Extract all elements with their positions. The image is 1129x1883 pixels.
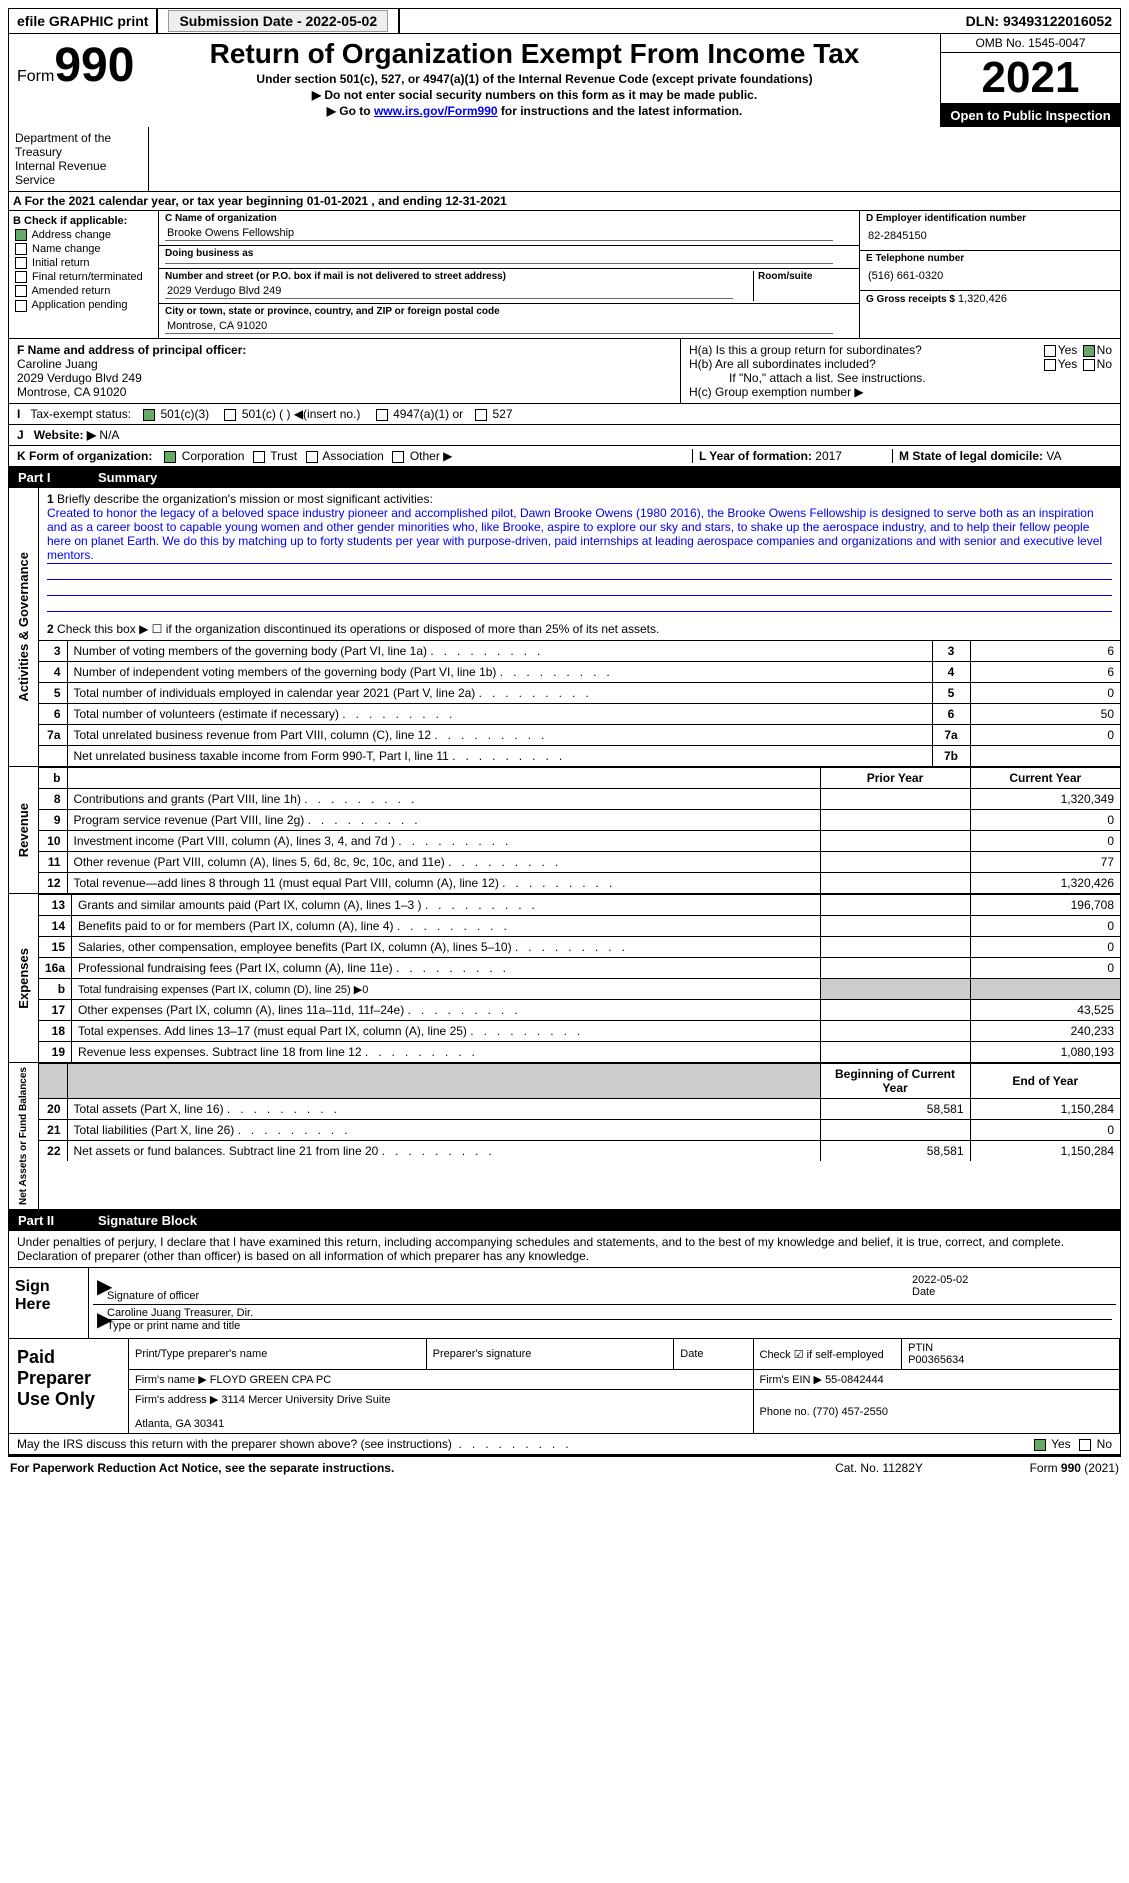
mission-area: 1 Briefly describe the organization's mi… (39, 488, 1120, 618)
mission-text: Created to honor the legacy of a beloved… (47, 506, 1112, 564)
group-return: H(a) Is this a group return for subordin… (680, 339, 1120, 403)
col-b-header: B Check if applicable: (13, 215, 154, 227)
527-checkbox[interactable] (475, 409, 487, 421)
street-address: 2029 Verdugo Blvd 249 (165, 284, 733, 299)
netassets-side: Net Assets or Fund Balances (9, 1063, 39, 1209)
principal-row: F Name and address of principal officer:… (8, 339, 1121, 404)
blank-line (47, 598, 1112, 612)
form-container: efile GRAPHIC print Submission Date - 20… (0, 0, 1129, 1487)
colb-item[interactable]: Final return/terminated (13, 271, 154, 283)
header-title-block: Return of Organization Exempt From Incom… (129, 34, 940, 124)
assoc-checkbox[interactable] (306, 451, 318, 463)
discuss-yes[interactable] (1034, 1439, 1046, 1451)
section-bcd: B Check if applicable: Address change Na… (8, 211, 1121, 339)
dba-value (165, 261, 833, 264)
row-a: A For the 2021 calendar year, or tax yea… (8, 192, 1121, 211)
paid-preparer: Paid Preparer Use Only Print/Type prepar… (8, 1339, 1121, 1434)
efile-label: efile GRAPHIC print (9, 9, 158, 33)
revenue-table: bPrior YearCurrent Year8Contributions an… (39, 767, 1120, 893)
netassets-section: Net Assets or Fund Balances Beginning of… (8, 1063, 1121, 1210)
org-name-cell: C Name of organization Brooke Owens Fell… (159, 211, 859, 246)
expenses-side: Expenses (9, 894, 39, 1062)
form-title: Return of Organization Exempt From Incom… (133, 38, 936, 70)
governance-side: Activities & Governance (9, 488, 39, 766)
subtitle-2: ▶ Do not enter social security numbers o… (133, 88, 936, 102)
submission-date: Submission Date - 2022-05-02 (158, 9, 400, 33)
dept-label: Department of the Treasury Internal Reve… (9, 127, 149, 191)
room-label: Room/suite (758, 271, 853, 282)
governance-table: 3Number of voting members of the governi… (39, 640, 1120, 766)
501c3-checkbox[interactable] (143, 409, 155, 421)
omb-number: OMB No. 1545-0047 (941, 34, 1120, 53)
irs-link[interactable]: www.irs.gov/Form990 (374, 104, 498, 118)
blank-line (47, 582, 1112, 596)
hb-no[interactable] (1083, 359, 1095, 371)
ha-yes[interactable] (1044, 345, 1056, 357)
klm-row: K Form of organization: Corporation Trus… (8, 446, 1121, 467)
address-cell: Number and street (or P.O. box if mail i… (159, 269, 859, 304)
col-c: C Name of organization Brooke Owens Fell… (159, 211, 860, 338)
form-header: Form990 Return of Organization Exempt Fr… (8, 34, 1121, 127)
col-b: B Check if applicable: Address change Na… (9, 211, 159, 338)
org-name: Brooke Owens Fellowship (165, 226, 833, 241)
colb-item[interactable]: Name change (13, 243, 154, 255)
expenses-table: 13Grants and similar amounts paid (Part … (39, 894, 1120, 1062)
topbar: efile GRAPHIC print Submission Date - 20… (8, 8, 1121, 34)
dba-cell: Doing business as (159, 246, 859, 269)
city-value: Montrose, CA 91020 (165, 319, 833, 334)
tax-status-row: I Tax-exempt status: 501(c)(3) 501(c) ( … (8, 404, 1121, 425)
expenses-section: Expenses 13Grants and similar amounts pa… (8, 894, 1121, 1063)
line2-text: Check this box ▶ ☐ if the organization d… (57, 622, 659, 636)
governance-section: Activities & Governance 1 Briefly descri… (8, 488, 1121, 767)
colb-item[interactable]: Application pending (13, 299, 154, 311)
discuss-no[interactable] (1079, 1439, 1091, 1451)
col-d: D Employer identification number 82-2845… (860, 211, 1120, 338)
blank-line (47, 566, 1112, 580)
501c-checkbox[interactable] (224, 409, 236, 421)
city-cell: City or town, state or province, country… (159, 304, 859, 338)
colb-item[interactable]: Address change (13, 229, 154, 241)
ein-cell: D Employer identification number 82-2845… (860, 211, 1120, 251)
tax-year: 2021 (941, 53, 1120, 104)
perjury-text: Under penalties of perjury, I declare th… (8, 1231, 1121, 1268)
gross-cell: G Gross receipts $ 1,320,426 (860, 291, 1120, 307)
sign-here: Sign Here ▶ Signature of officer 2022-05… (8, 1268, 1121, 1339)
trust-checkbox[interactable] (253, 451, 265, 463)
phone-cell: E Telephone number (516) 661-0320 (860, 251, 1120, 291)
inspection-label: Open to Public Inspection (941, 104, 1120, 127)
revenue-section: Revenue bPrior YearCurrent Year8Contribu… (8, 767, 1121, 894)
netassets-table: Beginning of Current YearEnd of Year20To… (39, 1063, 1120, 1161)
corp-checkbox[interactable] (164, 451, 176, 463)
subtitle-3: ▶ Go to www.irs.gov/Form990 for instruct… (133, 104, 936, 118)
gross-value: 1,320,426 (958, 293, 1007, 305)
part1-header: Part ISummary (8, 467, 1121, 488)
discuss-row: May the IRS discuss this return with the… (8, 1434, 1121, 1455)
arrow-icon: ▶ (97, 1307, 107, 1332)
dept-row: Department of the Treasury Internal Reve… (8, 127, 1121, 192)
ein-value: 82-2845150 (866, 224, 1114, 248)
phone-value: (516) 661-0320 (866, 264, 1114, 288)
arrow-icon: ▶ (97, 1274, 107, 1302)
4947-checkbox[interactable] (376, 409, 388, 421)
header-right: OMB No. 1545-0047 2021 Open to Public In… (940, 34, 1120, 127)
dln: DLN: 93493122016052 (958, 9, 1120, 33)
preparer-table: Print/Type preparer's name Preparer's si… (129, 1339, 1120, 1433)
revenue-side: Revenue (9, 767, 39, 893)
form-number: Form990 (9, 34, 129, 97)
website-row: J Website: ▶ N/A (8, 425, 1121, 446)
other-checkbox[interactable] (392, 451, 404, 463)
ha-no[interactable] (1083, 345, 1095, 357)
page-footer: For Paperwork Reduction Act Notice, see … (8, 1455, 1121, 1479)
colb-item[interactable]: Amended return (13, 285, 154, 297)
subtitle-1: Under section 501(c), 527, or 4947(a)(1)… (133, 72, 936, 86)
hb-yes[interactable] (1044, 359, 1056, 371)
colb-item[interactable]: Initial return (13, 257, 154, 269)
part2-header: Part IISignature Block (8, 1210, 1121, 1231)
principal-officer: F Name and address of principal officer:… (9, 339, 680, 403)
